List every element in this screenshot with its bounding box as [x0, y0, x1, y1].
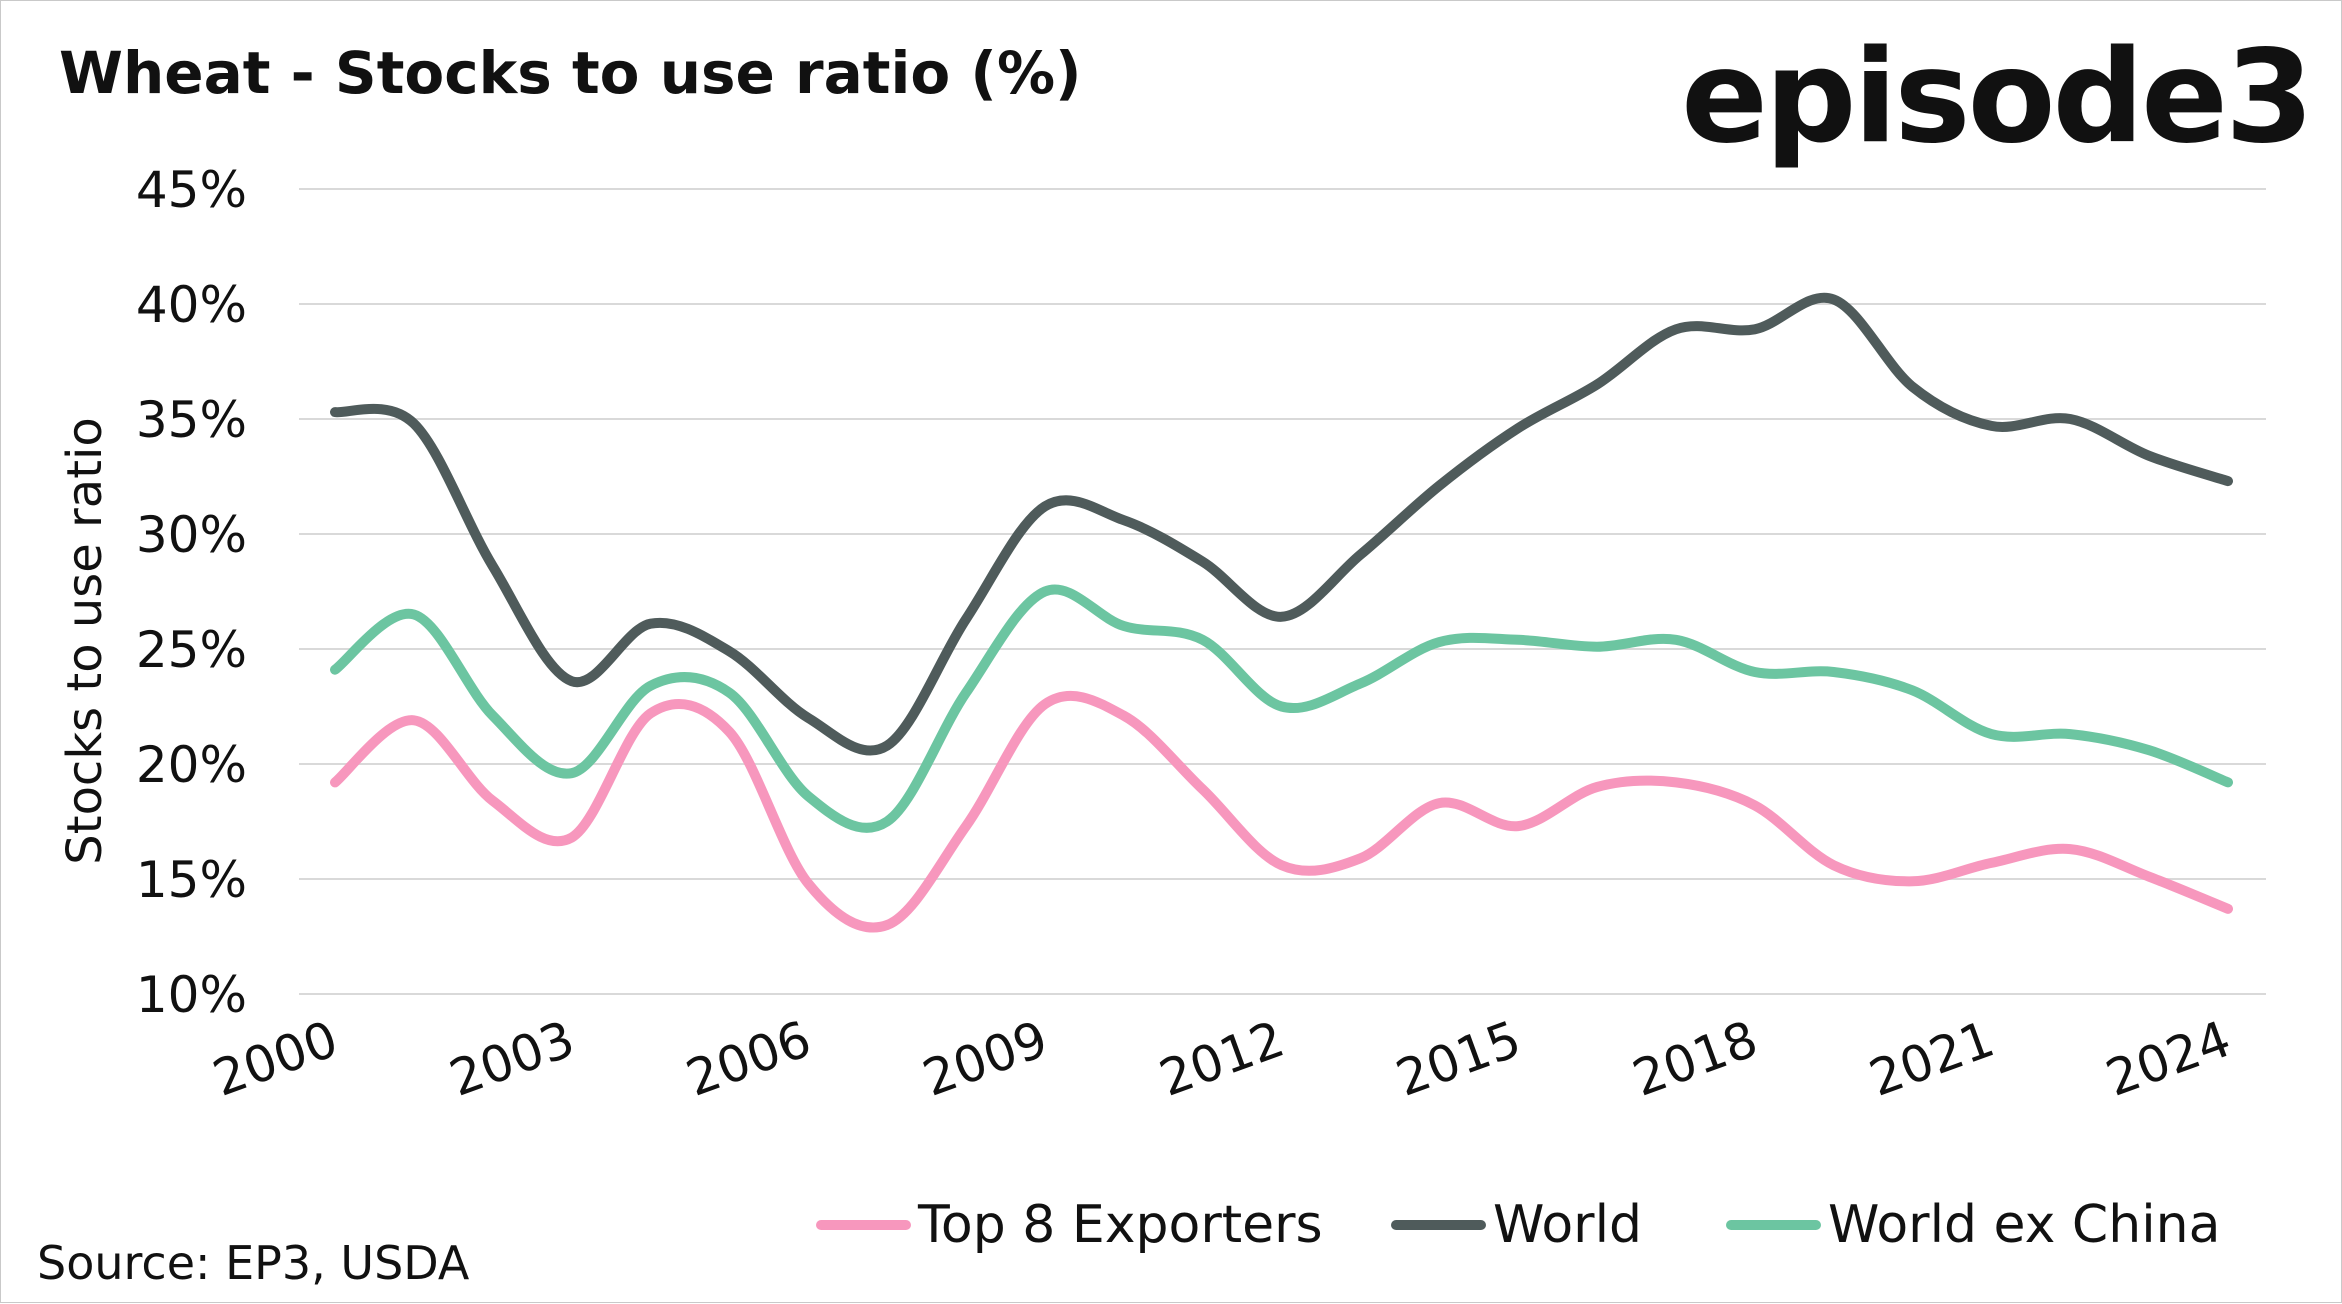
y-tick-label: 25%: [136, 621, 247, 679]
episode3-logo: episode3: [1681, 23, 2311, 172]
x-tick-label: 2000: [206, 1010, 345, 1108]
y-tick-label: 20%: [136, 736, 247, 794]
source-note: Source: EP3, USDA: [37, 1236, 470, 1290]
series-lines: [330, 292, 2233, 933]
legend-item-world-ex-china: World ex China: [1726, 1195, 2220, 1255]
x-axis-ticks: 2000 2003 2006 2009 2012 2015 2018 2021 2024: [206, 1010, 2238, 1108]
legend-label-world: World: [1493, 1195, 1642, 1255]
chart-title: Wheat - Stocks to use ratio (%): [59, 39, 1082, 107]
x-tick-label: 2024: [2099, 1010, 2238, 1108]
x-tick-label: 2021: [1862, 1010, 2001, 1108]
x-tick-label: 2018: [1625, 1010, 1764, 1108]
x-tick-label: 2009: [916, 1010, 1055, 1108]
legend-label-world-ex-china: World ex China: [1828, 1195, 2220, 1255]
x-tick-label: 2003: [442, 1010, 581, 1108]
x-tick-label: 2006: [679, 1010, 818, 1108]
y-axis-ticks: 45% 40% 35% 30% 25% 20% 15% 10%: [136, 161, 247, 1024]
legend-item-top8: Top 8 Exporters: [816, 1195, 1323, 1255]
y-tick-label: 45%: [136, 161, 247, 219]
series-line-world: [330, 292, 2233, 756]
legend-item-world: World: [1391, 1195, 1642, 1255]
series-line-world-ex-china: [330, 584, 2233, 833]
series-line-top8-exporters: [330, 690, 2233, 933]
y-axis-label: Stocks to use ratio: [57, 417, 113, 864]
gridlines: [299, 188, 2266, 995]
y-tick-label: 40%: [136, 276, 247, 334]
y-tick-label: 10%: [136, 966, 247, 1024]
y-tick-label: 30%: [136, 506, 247, 564]
y-tick-label: 15%: [136, 851, 247, 909]
x-tick-label: 2012: [1152, 1010, 1291, 1108]
y-tick-label: 35%: [136, 391, 247, 449]
legend-label-top8: Top 8 Exporters: [917, 1195, 1323, 1255]
x-tick-label: 2015: [1389, 1010, 1528, 1108]
legend: Top 8 Exporters World World ex China: [816, 1195, 2220, 1255]
